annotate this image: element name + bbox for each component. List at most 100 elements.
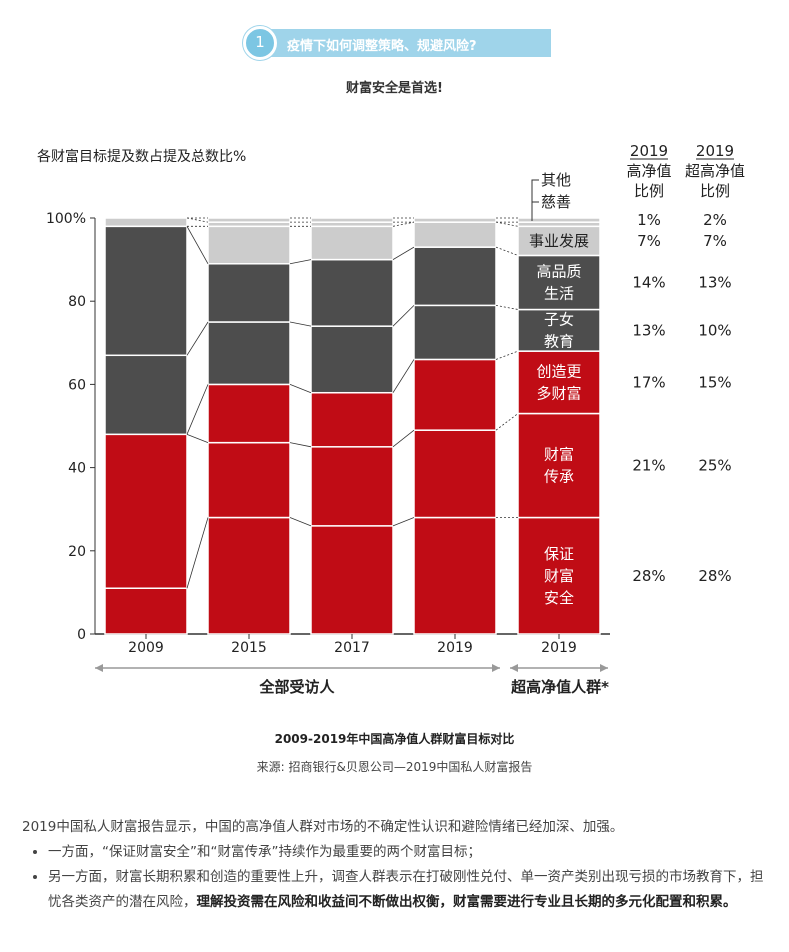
chart-container: 各财富目标提及数占提及总数比% 0 20 40 60 80 100% 2009 2015 2017…	[0, 120, 789, 720]
y-tick-label: 80	[68, 294, 86, 310]
bar-segment	[517, 412, 601, 519]
connector-line	[289, 321, 312, 327]
connector-line	[392, 517, 415, 527]
bar-inside-label: 传承	[544, 468, 574, 486]
pct-hnw-label: 17%	[632, 373, 665, 391]
bullet-2-emphasis: 理解投资需在风险和收益间不断做出权衡，财富需要进行专业且长期的多元化配置和积累。	[196, 894, 737, 910]
y-tick-label: 60	[68, 377, 86, 393]
article-intro: 2019中国私人财富报告显示，中国的高净值人群对市场的不确定性认识和避险情绪已经…	[22, 819, 624, 835]
y-tick-label: 20	[68, 544, 86, 560]
group-arrow-all-head-left	[95, 664, 103, 672]
section-title: 疫情下如何调整策略、规避风险?	[287, 39, 477, 54]
bar-segment	[310, 446, 394, 527]
section-header-bar	[265, 29, 551, 57]
pct-hnw-label: 28%	[632, 567, 665, 585]
bar-segment	[310, 258, 394, 327]
bar-segment	[413, 429, 497, 519]
bar-inside-label: 安全	[544, 589, 574, 607]
pct-uhnw-label: 25%	[698, 457, 731, 475]
chart-caption-source: 来源: 招商银行&贝恩公司—2019中国私人财富报告	[256, 760, 533, 774]
y-tick-label: 0	[77, 627, 86, 643]
connector-line	[289, 442, 312, 448]
group-arrow-uhnw-head-left	[510, 664, 518, 672]
x-tick-label: 2019	[541, 640, 577, 656]
bar-segment	[413, 246, 497, 307]
connector-line	[392, 429, 415, 448]
connector-line	[289, 259, 312, 265]
pct-hnw-label: 14%	[632, 273, 665, 291]
x-tick-label: 2009	[128, 640, 164, 656]
column-header: 高净值	[626, 162, 671, 180]
bar-segment	[517, 225, 601, 257]
column-header: 2019	[696, 142, 734, 160]
article-bullet-1: 一方面，“保证财富安全”和“财富传承”持续作为最重要的两个财富目标；	[48, 840, 772, 865]
bar-inside-label: 高品质	[536, 262, 581, 280]
chart-caption-title: 2009-2019年中国高净值人群财富目标对比	[274, 732, 515, 746]
connector-line	[495, 246, 519, 256]
pct-hnw-label: 1%	[637, 211, 661, 229]
group-arrow-uhnw-head-right	[600, 664, 608, 672]
bar-segment	[104, 433, 188, 589]
stacked-bar-chart: 各财富目标提及数占提及总数比% 0 20 40 60 80 100% 2009 2015 2017…	[37, 142, 745, 696]
bar-segment	[310, 525, 394, 635]
bar-segment	[104, 587, 188, 635]
column-header: 2019	[630, 142, 668, 160]
connector-line	[289, 517, 312, 527]
group-label-uhnw: 超高净值人群*	[510, 678, 609, 696]
bar-segment	[207, 321, 291, 386]
column-header: 比例	[700, 182, 730, 200]
group-arrow-all-head-right	[492, 664, 500, 672]
bar-segment	[413, 217, 497, 223]
pct-hnw-label: 7%	[637, 232, 661, 250]
bar-inside-label: 财富	[544, 446, 574, 464]
article-bullet-2: 另一方面，财富长期积累和创造的重要性上升，调查人群表示在打破刚性兑付、单一资产类…	[48, 865, 772, 915]
bar-inside-label: 多财富	[536, 384, 581, 402]
section-subtitle: 财富安全是首选!	[346, 81, 443, 96]
bar-segment	[104, 354, 188, 436]
bar-inside-label: 教育	[544, 332, 574, 350]
bar-segment	[413, 304, 497, 361]
x-tick-label: 2019	[437, 640, 473, 656]
bar-segment	[517, 516, 601, 635]
y-tick-label: 100%	[46, 211, 86, 227]
column-header: 超高净值	[685, 162, 745, 180]
bar-segment	[413, 516, 497, 635]
bar-segment	[310, 217, 394, 223]
x-tick-label: 2015	[231, 640, 267, 656]
connector-line	[186, 517, 209, 589]
bar-inside-label: 创造更	[536, 362, 581, 380]
pct-uhnw-label: 10%	[698, 321, 731, 339]
bar-segment	[517, 217, 601, 223]
pct-uhnw-label: 13%	[698, 273, 731, 291]
x-tick-label: 2017	[334, 640, 370, 656]
bullet-2-text: 另一方面，财富长期积累和创造的重要性上升，调查人群表示在打破刚性兑付、单一资产类…	[48, 869, 764, 910]
bar-inside-label: 子女	[544, 310, 574, 328]
bar-segment	[207, 217, 291, 223]
connector-line	[289, 384, 312, 394]
bar-segment	[310, 391, 394, 448]
bar-inside-label: 事业发展	[529, 232, 589, 250]
y-tick-label: 40	[68, 461, 86, 477]
connector-line	[186, 433, 209, 444]
connector-line	[186, 321, 209, 356]
connector-line	[495, 221, 519, 227]
pct-hnw-label: 13%	[632, 321, 665, 339]
callout-label-charity: 慈善	[541, 193, 571, 211]
pct-uhnw-label: 15%	[698, 373, 731, 391]
section-header: 疫情下如何调整策略、规避风险? 1	[243, 26, 551, 60]
pct-uhnw-label: 2%	[703, 211, 727, 229]
connector-line	[495, 413, 519, 431]
column-header: 比例	[634, 182, 664, 200]
bar-segment	[207, 225, 291, 265]
bar-segment	[517, 350, 601, 415]
connector-line	[495, 350, 519, 360]
connector-line	[392, 305, 415, 327]
bar-segment	[104, 217, 188, 228]
callout-line-other	[531, 179, 539, 221]
connector-line	[392, 221, 415, 227]
connector-line	[186, 226, 209, 264]
connector-line	[392, 359, 415, 393]
bar-segment	[517, 254, 601, 311]
connector-line	[186, 384, 209, 435]
bar-segment	[517, 308, 601, 352]
